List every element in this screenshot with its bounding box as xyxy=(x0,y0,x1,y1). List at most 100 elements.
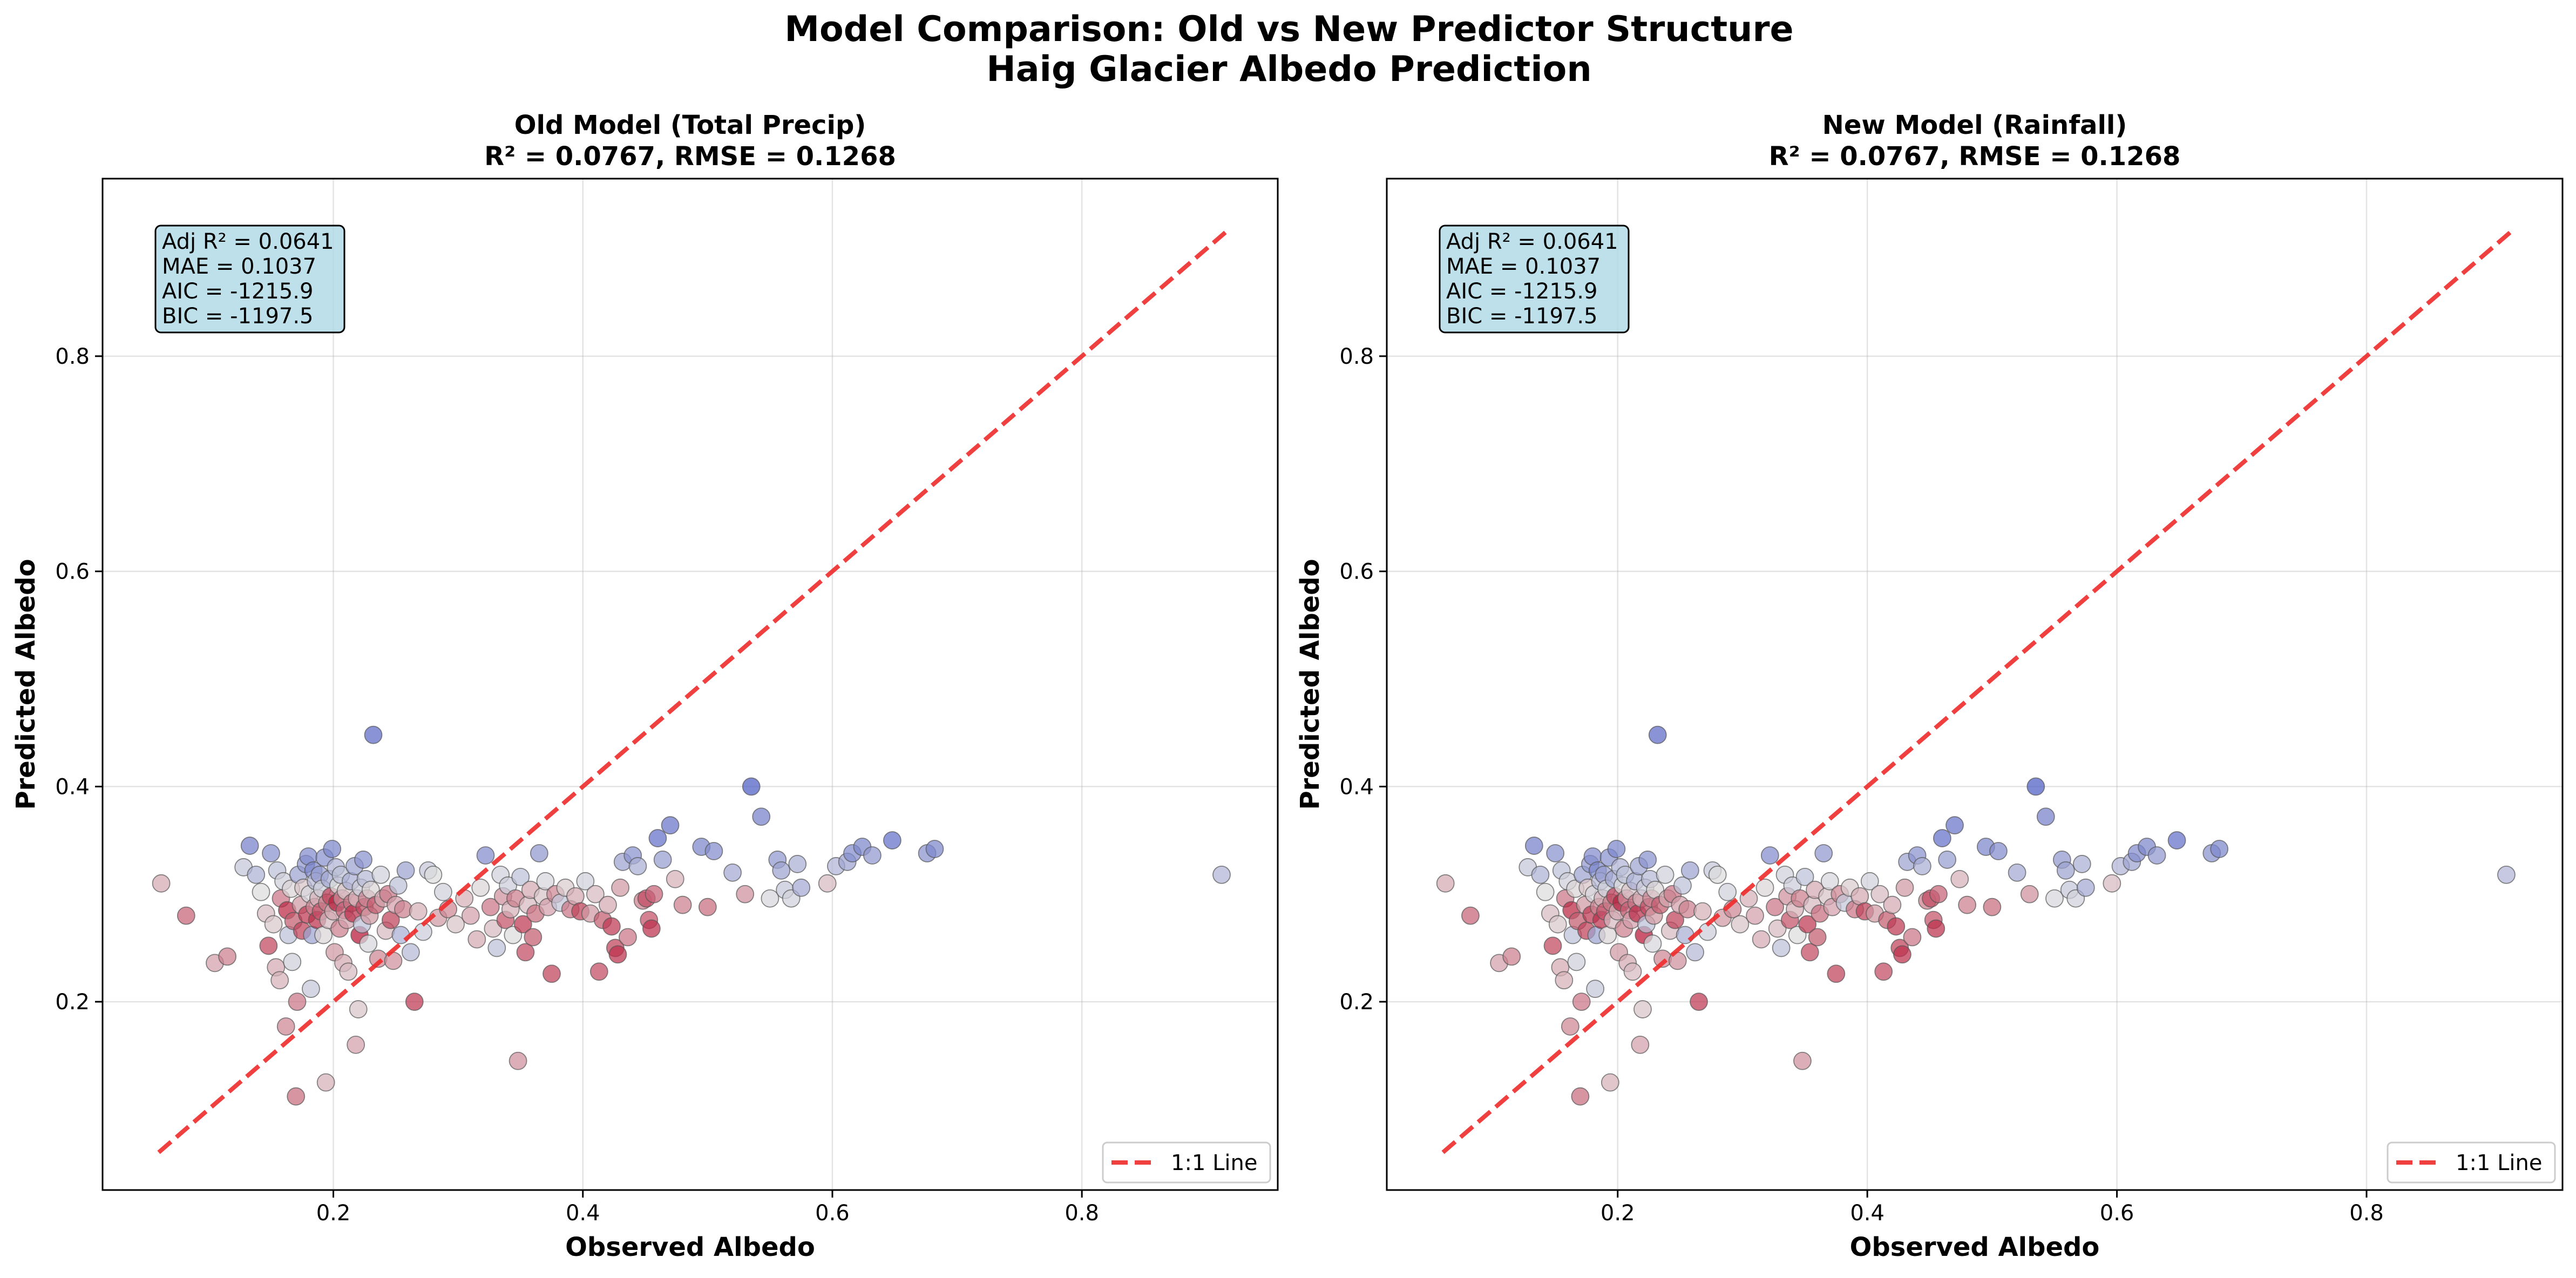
data-point xyxy=(1461,906,1480,925)
data-point xyxy=(288,993,307,1011)
data-point xyxy=(1607,840,1626,858)
data-point xyxy=(461,906,480,925)
data-point xyxy=(530,844,548,862)
data-point xyxy=(1673,876,1692,895)
one-to-one-line xyxy=(1441,230,2512,1154)
y-axis-label: Predicted Albedo xyxy=(1295,559,1325,810)
x-axis-label: Observed Albedo xyxy=(565,1232,815,1262)
panel-title-line2: R² = 0.0767, RMSE = 0.1268 xyxy=(484,141,896,172)
data-point xyxy=(661,816,680,835)
data-point xyxy=(586,885,605,903)
data-point xyxy=(1623,962,1642,981)
data-point xyxy=(1648,725,1667,744)
stats-text-line: AIC = -1215.9 xyxy=(162,279,313,304)
data-point xyxy=(396,861,415,880)
x-axis-label: Observed Albedo xyxy=(1850,1232,2100,1262)
x-tick-label: 0.8 xyxy=(2349,1201,2384,1226)
data-point xyxy=(1772,939,1791,957)
x-tick-label: 0.2 xyxy=(1601,1201,1635,1226)
data-point xyxy=(1766,898,1784,916)
panel-title-line1: New Model (Rainfall) xyxy=(1822,110,2127,140)
data-point xyxy=(642,919,661,938)
data-point xyxy=(608,945,627,964)
data-point xyxy=(1436,874,1455,893)
data-point xyxy=(434,882,452,901)
data-point xyxy=(2026,777,2045,796)
stats-box xyxy=(154,225,345,334)
data-point xyxy=(359,934,378,953)
panel-old-model: Old Model (Total Precip)R² = 0.0767, RMS… xyxy=(11,110,1279,1262)
data-point xyxy=(2167,831,2186,849)
data-point xyxy=(1502,947,1521,966)
data-point xyxy=(1800,943,1819,962)
data-point xyxy=(628,857,647,875)
data-point xyxy=(264,915,283,934)
data-point xyxy=(476,846,495,865)
data-point xyxy=(619,928,637,947)
data-point xyxy=(602,917,621,936)
y-tick-label: 0.6 xyxy=(55,560,90,584)
data-point xyxy=(240,837,259,855)
data-point xyxy=(484,919,503,938)
data-point xyxy=(1752,930,1771,949)
data-point xyxy=(645,885,663,903)
data-point xyxy=(1895,878,1914,897)
data-point xyxy=(349,1000,368,1018)
data-point xyxy=(1798,915,1817,934)
legend-box xyxy=(1102,1141,1271,1184)
data-point xyxy=(1768,919,1787,938)
data-point xyxy=(2045,889,2064,908)
data-point xyxy=(2056,861,2075,880)
stats-text-line: MAE = 0.1037 xyxy=(1446,254,1601,279)
stats-text-line: AIC = -1215.9 xyxy=(1446,279,1597,304)
data-point xyxy=(276,1017,295,1036)
y-axis-label: Predicted Albedo xyxy=(11,559,41,810)
data-point xyxy=(152,874,171,893)
y-tick-label: 0.8 xyxy=(55,344,90,369)
data-point xyxy=(323,840,342,858)
data-point xyxy=(589,962,608,981)
data-point xyxy=(863,846,882,865)
x-tick-label: 0.6 xyxy=(815,1201,850,1226)
data-point xyxy=(371,865,390,884)
data-point xyxy=(364,725,383,744)
data-point xyxy=(1633,1000,1652,1018)
data-point xyxy=(471,878,490,897)
data-point xyxy=(653,851,672,869)
data-point xyxy=(736,885,755,903)
data-point xyxy=(1927,919,1945,938)
data-point xyxy=(1212,865,1231,884)
data-point xyxy=(1887,917,1906,936)
data-point xyxy=(1893,945,1911,964)
data-point xyxy=(513,915,532,934)
data-point xyxy=(1793,1051,1812,1070)
data-point xyxy=(1731,915,1750,934)
data-point xyxy=(1913,857,1931,875)
data-point xyxy=(2036,807,2055,826)
data-point xyxy=(354,851,372,869)
data-point xyxy=(788,855,807,873)
data-point xyxy=(883,831,901,849)
data-point xyxy=(1531,865,1550,884)
figure-title-line2: Haig Glacier Albedo Prediction xyxy=(986,49,1591,90)
data-point xyxy=(792,878,811,897)
data-point xyxy=(2497,865,2516,884)
data-point xyxy=(1929,885,1948,903)
data-point xyxy=(316,1073,335,1092)
data-point xyxy=(409,902,428,921)
plot-frame xyxy=(1386,178,2564,1191)
data-point xyxy=(424,865,443,884)
stats-text-line: MAE = 0.1037 xyxy=(162,254,316,279)
data-point xyxy=(1938,851,1957,869)
y-tick-label: 0.8 xyxy=(1339,344,1374,369)
data-point xyxy=(1874,962,1893,981)
data-point xyxy=(2076,878,2095,897)
data-point xyxy=(1958,895,1977,914)
data-point xyxy=(1555,971,1574,990)
data-point xyxy=(752,807,771,826)
one-to-one-line xyxy=(157,230,1227,1154)
data-point xyxy=(611,878,629,897)
data-point xyxy=(1561,1017,1580,1036)
data-point xyxy=(1631,1035,1650,1054)
